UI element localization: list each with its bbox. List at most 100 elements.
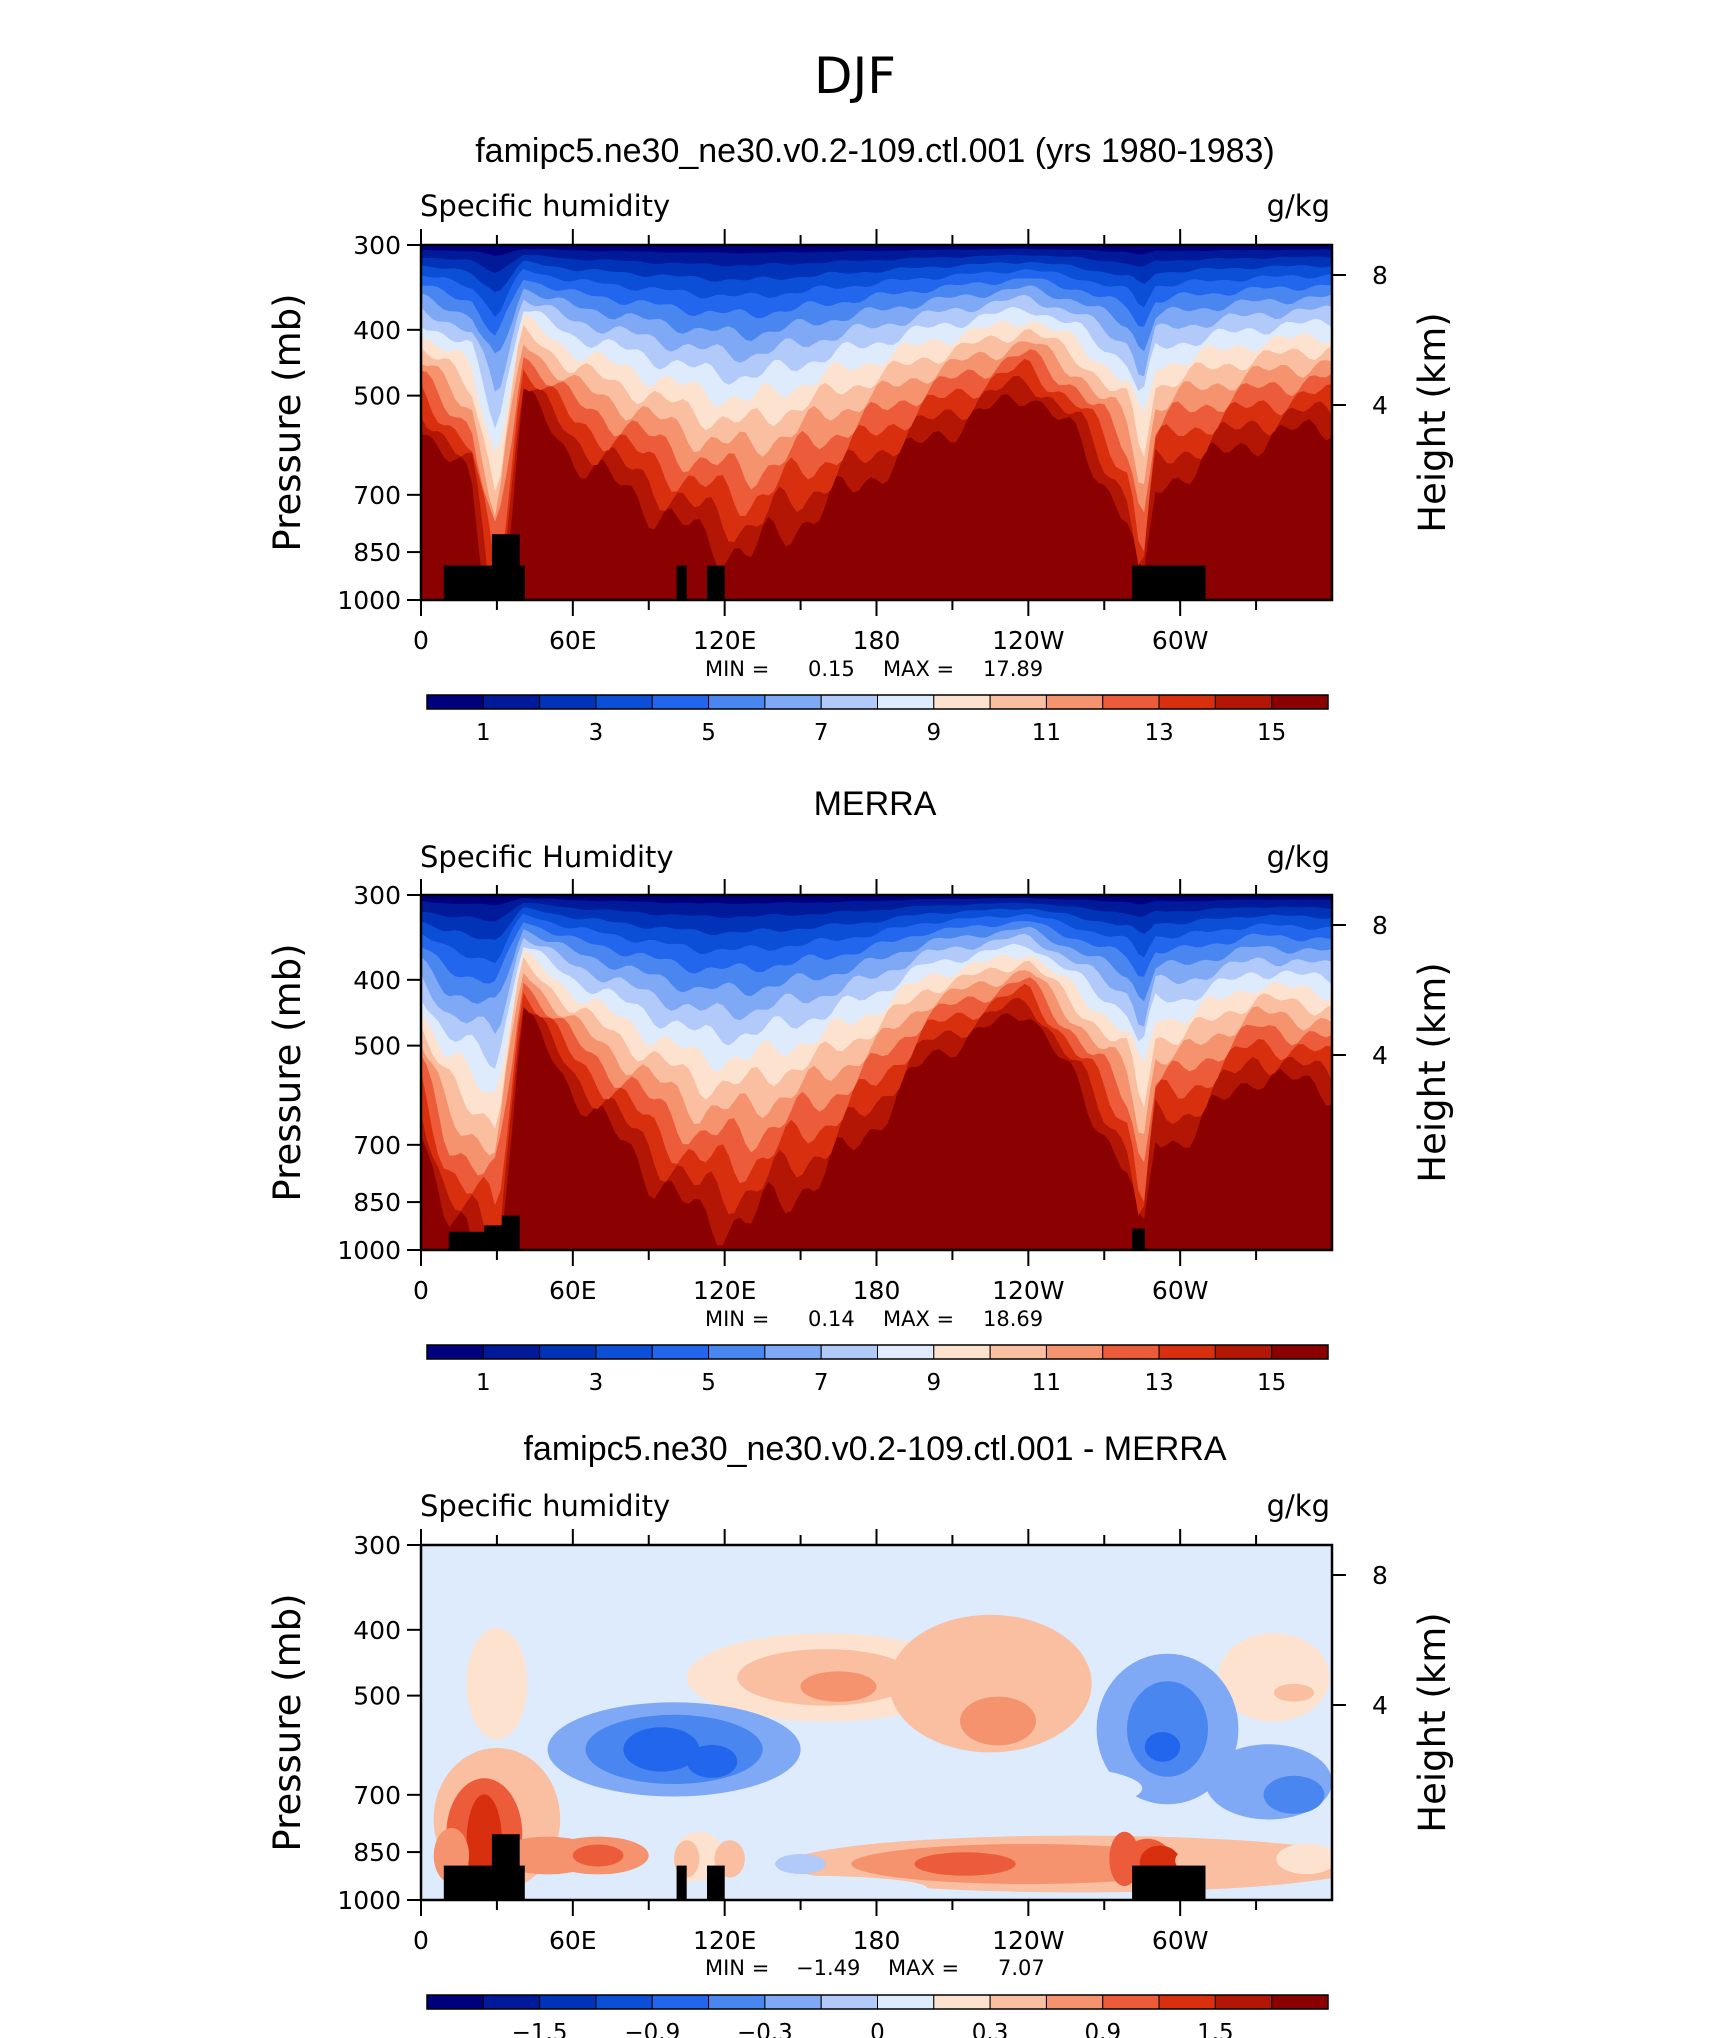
colorbar-swatch (1158, 1344, 1216, 1360)
panel-diff-min-label: MIN = (705, 1956, 769, 1980)
colorbar-swatch (651, 1994, 710, 2010)
colorbar-swatch (820, 1344, 879, 1360)
colorbar-swatch (877, 1994, 935, 2010)
colorbar-swatch (1214, 694, 1273, 710)
terrain-mask (676, 1865, 687, 1900)
colorbar-swatch (482, 694, 541, 710)
y2-tick-label: 4 (1372, 1041, 1388, 1070)
x-tick-label: 60E (549, 1926, 597, 1955)
colorbar-swatch (708, 1344, 766, 1360)
figure-title: DJF (814, 47, 896, 105)
contour-band (775, 1854, 826, 1874)
colorbar-swatch (933, 1994, 991, 2010)
colorbar-tick-label: 0 (870, 2020, 885, 2038)
panel-merra: MERRA Specific Humidity g/kg 30040050070… (266, 785, 1454, 1396)
panel-model-title: famipc5.ne30_ne30.v0.2-109.ctl.001 (yrs … (475, 132, 1275, 170)
terrain-mask (502, 1215, 520, 1250)
contour-band (960, 1696, 1036, 1746)
colorbar-swatch (820, 694, 879, 710)
panel-merra-units-label: g/kg (1267, 840, 1330, 874)
contour-band (1276, 1843, 1332, 1875)
contour-band (1144, 1732, 1181, 1762)
terrain-mask (1132, 1228, 1145, 1250)
terrain-mask (491, 1834, 520, 1900)
colorbar-tick-label: 1.5 (1197, 2020, 1234, 2038)
x-tick-label: 120W (992, 1926, 1064, 1955)
panel-model-units-label: g/kg (1267, 189, 1330, 223)
colorbar-swatch (1102, 1344, 1160, 1360)
contour-field (421, 245, 1332, 600)
contour-field (421, 1545, 1332, 1900)
colorbar-swatch (1158, 1994, 1216, 2010)
colorbar-swatch (1045, 1994, 1104, 2010)
contour-band (1263, 1775, 1325, 1814)
colorbar-swatch (651, 1344, 710, 1360)
y-tick-label: 1000 (337, 586, 401, 615)
x-tick-label: 60W (1152, 1926, 1209, 1955)
colorbar-tick-label: 1 (476, 1370, 491, 1396)
x-tick-label: 0 (413, 626, 429, 655)
x-tick-label: 60E (549, 626, 597, 655)
colorbar-tick-label: 15 (1257, 720, 1286, 746)
colorbar-swatch (1102, 1994, 1160, 2010)
contour-band (914, 1852, 1016, 1876)
panel-merra-left-label: Specific Humidity (420, 840, 674, 874)
panel-diff-left-label: Specific humidity (420, 1489, 670, 1523)
colorbar-tick-label: 7 (814, 1370, 829, 1396)
colorbar-swatch (1214, 1994, 1273, 2010)
colorbar-swatch (989, 1344, 1047, 1360)
y2-tick-label: 4 (1372, 1691, 1388, 1720)
contour-band (686, 1744, 738, 1778)
panel-merra-max-value: 18.69 (983, 1307, 1043, 1331)
colorbar-swatch (877, 694, 935, 710)
x-tick-label: 120W (992, 1276, 1064, 1305)
x-tick-label: 120E (693, 1276, 757, 1305)
y-axis-title: Pressure (mb) (266, 1593, 309, 1851)
panel-model-plot: 300 400 500 700 850 1000 8 4 0 60E 120E 180 120W 60W P… (266, 229, 1454, 746)
colorbar-tick-label: 0.9 (1085, 2020, 1122, 2038)
y-tick-label: 850 (353, 1838, 401, 1867)
panel-diff-plot: 300 400 500 700 850 1000 8 4 0 60E 120E 180 120W 60W P… (266, 1529, 1454, 2038)
colorbar-swatch (539, 1344, 597, 1360)
contour-band (421, 245, 1332, 256)
colorbar-swatch (1158, 694, 1216, 710)
colorbar-swatch (595, 1994, 653, 2010)
terrain-mask (1132, 1865, 1206, 1900)
contour-band (800, 1671, 877, 1702)
panel-merra-title: MERRA (814, 785, 937, 823)
colorbar-frame (426, 1344, 1329, 1360)
colorbar-tick-label: −0.3 (737, 2020, 793, 2038)
panel-model-min-label: MIN = (705, 657, 769, 681)
panel-merra-min-label: MIN = (705, 1307, 769, 1331)
colorbar-tick-label: 7 (814, 720, 829, 746)
colorbar-tick-label: 5 (701, 1370, 716, 1396)
y-tick-label: 850 (353, 538, 401, 567)
x-tick-label: 120E (693, 1926, 757, 1955)
colorbar-swatch (426, 1994, 484, 2010)
contour-band (1127, 1681, 1208, 1777)
y2-tick-label: 8 (1372, 261, 1388, 290)
panel-merra-max-label: MAX = (883, 1307, 954, 1331)
y-tick-label: 850 (353, 1188, 401, 1217)
panel-diff-max-label: MAX = (888, 1956, 959, 1980)
y2-axis-title: Height (km) (1411, 312, 1454, 532)
panel-model-min-value: 0.15 (808, 657, 855, 681)
y-tick-label: 700 (353, 1781, 401, 1810)
panel-model: famipc5.ne30_ne30.v0.2-109.ctl.001 (yrs … (266, 132, 1454, 746)
colorbar-tick-label: 9 (926, 1370, 941, 1396)
y-tick-label: 1000 (337, 1236, 401, 1265)
colorbar-tick-label: 3 (589, 720, 604, 746)
colorbar-swatch (1271, 694, 1329, 710)
y2-tick-label: 4 (1372, 391, 1388, 420)
y-tick-label: 300 (353, 1531, 401, 1560)
colorbar-frame (426, 694, 1329, 710)
colorbar-swatch (482, 1344, 541, 1360)
x-tick-label: 0 (413, 1926, 429, 1955)
y-tick-label: 700 (353, 481, 401, 510)
colorbar-tick-label: 1 (476, 720, 491, 746)
colorbar-swatch (1045, 1344, 1104, 1360)
y-tick-label: 300 (353, 231, 401, 260)
colorbar-swatch (820, 1994, 879, 2010)
colorbar-swatch (1214, 1344, 1273, 1360)
x-tick-label: 60W (1152, 626, 1209, 655)
